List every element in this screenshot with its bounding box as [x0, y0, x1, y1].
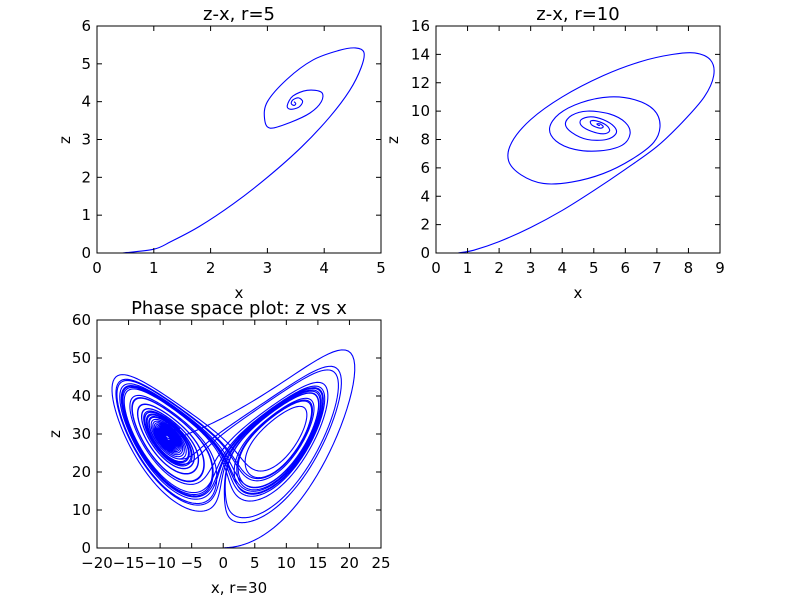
subplot-r5: z-x, r=5 x z 0 1 2 3 4 5 0 1 2 3 4 5 6 — [56, 4, 386, 302]
x-tick-label: 5 — [376, 259, 386, 277]
y-tick-label: 6 — [420, 159, 430, 177]
chart-title: z-x, r=5 — [203, 4, 275, 25]
y-tick-label: 8 — [420, 131, 430, 149]
y-tick-label: 1 — [81, 206, 91, 224]
x-tick-label: 6 — [621, 259, 631, 277]
y-tick-label: 4 — [81, 93, 91, 111]
y-tick-label: 5 — [81, 55, 91, 73]
x-tick-label: 2 — [206, 259, 216, 277]
y-tick-label: 4 — [420, 187, 430, 205]
y-tick-label: 40 — [72, 387, 91, 405]
y-axis-label: z — [46, 430, 64, 438]
y-tick-label: 30 — [72, 425, 91, 443]
x-tick-label: 4 — [319, 259, 329, 277]
x-axis-label: x — [235, 284, 244, 302]
x-tick-label: 0 — [92, 259, 102, 277]
x-tick-label: −10 — [144, 554, 176, 572]
series-line — [111, 349, 356, 548]
y-tick-label: 0 — [81, 244, 91, 262]
y-tick-label: 10 — [72, 501, 91, 519]
y-tick-label: 10 — [411, 102, 430, 120]
x-tick-label: 20 — [340, 554, 359, 572]
subplot-r30: Phase space plot: z vs x x, r=30 z −20 −1… — [46, 298, 391, 597]
y-tick-label: 6 — [81, 17, 91, 35]
x-tick-label: 4 — [557, 259, 567, 277]
y-axis-label: z — [56, 136, 74, 144]
y-tick-label: 50 — [72, 349, 91, 367]
chart-title: Phase space plot: z vs x — [131, 298, 347, 319]
y-tick-label: 3 — [81, 131, 91, 149]
y-tick-label: 60 — [72, 311, 91, 329]
x-tick-label: −20 — [81, 554, 113, 572]
x-axis-label: x — [574, 284, 583, 302]
x-tick-label: 5 — [589, 259, 599, 277]
x-tick-label: 9 — [715, 259, 725, 277]
x-tick-label: −5 — [181, 554, 203, 572]
x-tick-label: 1 — [463, 259, 473, 277]
y-tick-label: 16 — [411, 17, 430, 35]
x-tick-label: 5 — [250, 554, 260, 572]
chart-title: z-x, r=10 — [536, 4, 619, 25]
x-tick-label: 3 — [526, 259, 536, 277]
y-axis-label: z — [384, 136, 402, 144]
x-tick-label: 7 — [652, 259, 662, 277]
x-tick-label: 3 — [263, 259, 273, 277]
x-tick-label: 15 — [308, 554, 327, 572]
x-tick-label: 0 — [431, 259, 441, 277]
y-tick-label: 2 — [420, 216, 430, 234]
y-tick-label: 2 — [81, 168, 91, 186]
series-line — [122, 47, 365, 253]
x-tick-label: 2 — [494, 259, 504, 277]
y-tick-label: 14 — [411, 45, 430, 63]
x-tick-label: 25 — [371, 554, 390, 572]
x-tick-label: 1 — [149, 259, 159, 277]
y-tick-label: 12 — [411, 74, 430, 92]
y-tick-label: 20 — [72, 463, 91, 481]
x-tick-label: −15 — [113, 554, 145, 572]
x-tick-label: 10 — [277, 554, 296, 572]
y-tick-label: 0 — [81, 539, 91, 557]
x-tick-label: 8 — [684, 259, 694, 277]
x-axis-label: x, r=30 — [211, 579, 267, 597]
series-line — [457, 52, 715, 253]
x-tick-label: 0 — [218, 554, 228, 572]
y-tick-label: 0 — [420, 244, 430, 262]
